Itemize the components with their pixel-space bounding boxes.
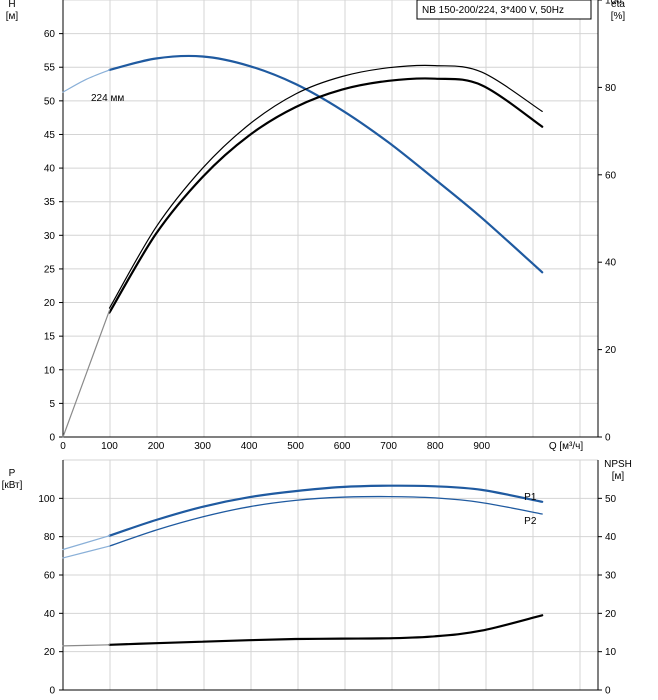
series-layer [62,54,544,647]
y-tick-label-right: 100 [605,0,622,7]
y-tick-label-left: 15 [44,332,56,343]
x-tick-label: 500 [287,441,304,452]
y-tick-label-left: 0 [49,686,55,697]
x-tick-label: 100 [101,441,118,452]
y-axis-unit-right: [%] [611,11,626,22]
y-tick-label-left: 30 [44,231,56,242]
y-tick-label-left: 55 [44,63,56,74]
y-axis-unit-left: [м] [6,11,19,22]
y-axis-title-right: NPSH [604,459,632,470]
y-tick-label-left: 50 [44,96,56,107]
y-axis-unit-left: [кВт] [2,480,23,491]
y-tick-label-left: 60 [44,571,56,582]
y-tick-label-left: 60 [44,29,56,40]
y-tick-label-left: 45 [44,130,56,141]
x-tick-label: 600 [334,441,351,452]
series-line-p1 [108,484,544,537]
axis-layer [59,0,602,691]
y-tick-label-right: 60 [605,170,617,181]
x-tick-label: 0 [60,441,66,452]
y-tick-label-right: 40 [605,532,617,543]
series-line-p1-ext [62,535,111,551]
series-line-p2 [108,495,543,547]
y-tick-label-left: 35 [44,197,56,208]
x-tick-label: 300 [194,441,211,452]
series-line-eta1 [108,64,543,309]
y-tick-label-left: 25 [44,264,56,275]
y-tick-label-left: 40 [44,164,56,175]
y-tick-label-left: 10 [44,365,56,376]
title-box-text: NB 150-200/224, 3*400 V, 50Hz [422,5,564,16]
y-tick-label-right: 20 [605,609,617,620]
y-tick-label-left: 0 [49,433,55,444]
x-tick-label: 800 [427,441,444,452]
series-label-p2: P2 [524,516,537,527]
series-line-h [108,54,544,274]
y-axis-title-left: H [8,0,15,10]
y-tick-label-right: 0 [605,433,611,444]
x-tick-label: 700 [380,441,397,452]
y-tick-label-right: 40 [605,258,617,269]
y-tick-label-left: 80 [44,532,56,543]
series-line-eta-ext [62,309,111,438]
y-tick-label-left: 20 [44,298,56,309]
y-tick-label-right: 80 [605,83,617,94]
y-tick-label-right: 50 [605,494,617,505]
series-line-p2-ext [62,545,111,559]
y-tick-label-left: 40 [44,609,56,620]
x-axis-title: Q [м³/ч] [549,441,584,452]
x-tick-label: 900 [473,441,490,452]
impeller-label: 224 мм [91,93,124,104]
y-tick-label-left: 20 [44,647,56,658]
series-line-npsh [108,614,544,646]
series-line-h-ext [62,69,111,93]
y-axis-unit-right: [м] [612,471,625,482]
x-tick-label: 400 [241,441,258,452]
y-tick-label-right: 0 [605,686,611,697]
series-line-npsh-ext [62,644,111,647]
y-axis-title-right: eta [611,0,625,10]
series-line-eta2 [108,77,544,314]
x-tick-label: 200 [148,441,165,452]
y-tick-label-right: 30 [605,571,617,582]
y-tick-label-right: 10 [605,647,617,658]
label-layer: NB 150-200/224, 3*400 V, 50Hz 224 мм 0 5 1… [2,0,632,697]
y-tick-label-left: 5 [49,399,55,410]
series-label-p1: P1 [524,492,537,503]
title-box [416,0,592,20]
y-axis-title-left: P [9,468,16,479]
y-tick-label-right: 20 [605,345,617,356]
y-tick-label-left: 100 [38,494,55,505]
